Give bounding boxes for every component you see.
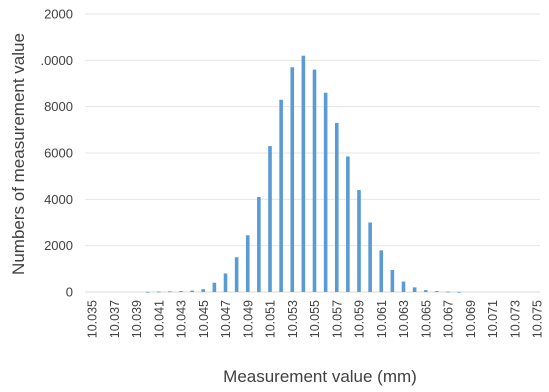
x-tick-label: 10.055 [308,300,322,338]
bar-10.051 [268,146,272,292]
x-tick-label: 10.063 [397,300,411,338]
y-tick-label: 4000 [44,192,73,207]
x-tick-label: 10.069 [464,300,478,338]
bar-10.055 [312,69,317,292]
bar-10.047 [223,273,228,292]
bar-10.059 [357,190,361,292]
bar-10.045 [201,289,206,292]
x-tick-label: 10.045 [197,300,211,338]
x-tick-label: 10.071 [486,300,500,338]
bar-10.062 [390,269,395,292]
x-tick-label: 10.039 [130,300,144,338]
x-axis-title: Measurement value (mm) [223,367,417,386]
bar-10.044 [190,290,194,292]
x-tick-label: 10.043 [175,300,189,338]
x-tick-label: 10.067 [442,300,456,338]
x-tick-label: 10.061 [375,300,389,338]
bar-10.049 [245,235,250,292]
bar-10.065 [423,290,428,292]
bar-10.053 [290,67,295,293]
bar-10.042 [168,291,172,293]
y-axis-title: Numbers of measurement value [9,33,28,275]
y-axis-ticks: 0 2000 4000 6000 8000 .0000 2000 [40,7,73,300]
bar-10.061 [379,250,384,292]
bars [145,55,461,293]
bar-10.050 [257,197,261,292]
bar-10.067 [446,291,450,293]
x-tick-label: 10.047 [219,300,233,338]
bar-10.041 [156,291,161,293]
bar-10.060 [368,222,372,292]
x-tick-label: 10.041 [152,300,166,338]
x-tick-label: 10.051 [264,300,278,338]
y-tick-label: 0 [66,285,73,300]
bar-10.048 [234,257,239,292]
x-tick-label: 10.037 [108,300,122,338]
x-tick-label: 10.059 [353,300,367,338]
bar-10.057 [334,122,339,292]
bar-10.066 [435,291,439,292]
y-tick-label: 6000 [44,146,73,161]
x-tick-label: 10.073 [508,300,522,338]
x-tick-label: 10.035 [86,300,100,338]
bar-10.068 [457,291,461,293]
x-tick-label: 10.053 [286,300,300,338]
y-tick-label: 2000 [44,238,73,253]
bar-10.056 [323,92,328,293]
bar-10.052 [279,99,283,292]
x-tick-label: 10.057 [330,300,344,338]
bar-10.064 [412,287,417,292]
bar-10.043 [179,291,183,292]
y-tick-label: .0000 [40,53,73,68]
y-tick-label: 2000 [44,7,73,22]
bar-10.058 [346,156,350,292]
x-axis-ticks: 10.035 10.037 10.039 10.041 10.043 10.045 10.0… [86,300,545,338]
bar-10.046 [212,282,217,292]
x-tick-label: 10.075 [531,300,545,338]
y-tick-label: 8000 [44,99,73,114]
x-tick-label: 10.049 [241,300,255,338]
bar-10.054 [301,55,306,293]
bar-10.040 [145,291,150,293]
gridlines [85,13,540,293]
bar-10.063 [401,281,406,292]
x-tick-label: 10.065 [419,300,433,338]
